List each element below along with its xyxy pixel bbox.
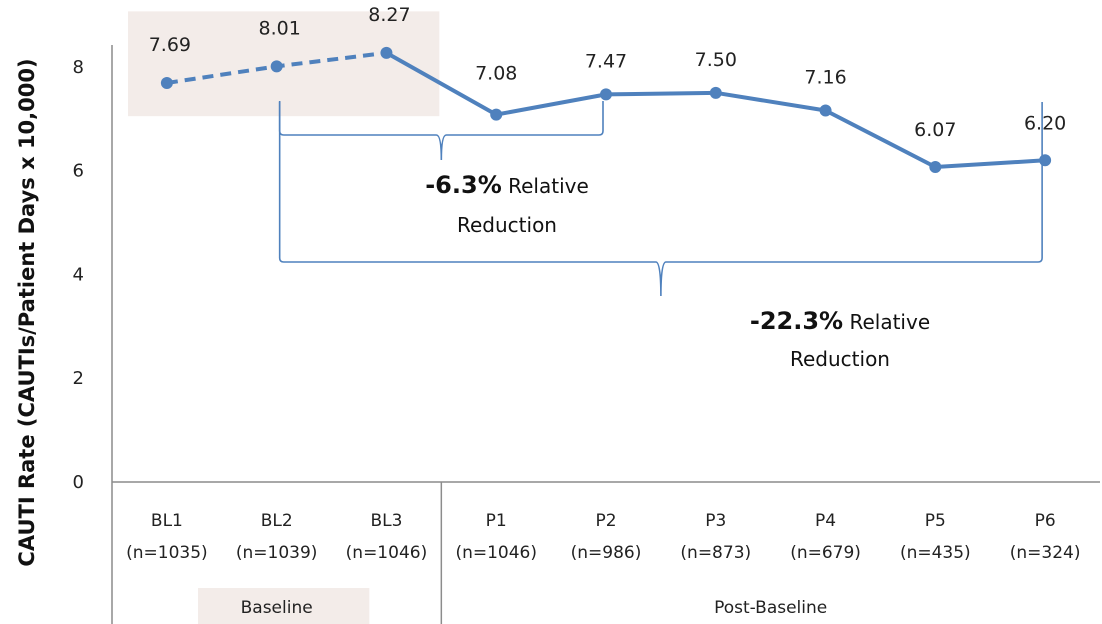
data-label: 7.69: [149, 34, 191, 56]
data-label: 8.01: [259, 17, 301, 39]
x-category-label: P6: [1035, 511, 1056, 531]
x-category-n-label: (n=435): [900, 543, 971, 563]
group-label: Baseline: [241, 598, 313, 618]
x-category-label: P2: [595, 511, 616, 531]
x-category-n-label: (n=1046): [346, 543, 428, 563]
x-category-label: BL3: [370, 511, 402, 531]
x-category-label: P4: [815, 511, 836, 531]
annotation-short-line2: Reduction: [457, 213, 557, 237]
data-label: 8.27: [368, 4, 410, 26]
data-label: 7.47: [585, 50, 627, 72]
y-tick-label: 6: [73, 161, 84, 182]
y-tick-label: 4: [73, 264, 84, 285]
baseline-shade-axis: [198, 588, 370, 624]
data-point: [929, 161, 942, 174]
data-point: [490, 108, 503, 121]
y-tick-label: 2: [73, 368, 84, 389]
x-category-n-label: (n=873): [680, 543, 751, 563]
x-category-n-label: (n=1035): [126, 543, 208, 563]
y-tick-label: 8: [73, 57, 84, 78]
bracket-long: [278, 102, 1043, 297]
data-point: [160, 76, 173, 89]
x-category-n-label: (n=1046): [455, 543, 537, 563]
x-category-n-label: (n=324): [1010, 543, 1081, 563]
annotation-short-line1: -6.3% Relative: [425, 171, 589, 199]
data-point: [600, 88, 612, 101]
bracket-short: [278, 101, 604, 161]
data-label: 7.50: [695, 49, 737, 71]
data-point: [819, 104, 832, 117]
data-label: 7.08: [475, 63, 517, 85]
data-label: 6.07: [914, 119, 956, 141]
data-point: [380, 46, 393, 59]
data-label: 7.16: [804, 66, 846, 88]
data-point: [270, 60, 283, 73]
x-category-label: P1: [486, 511, 507, 531]
x-category-n-label: (n=679): [790, 543, 861, 563]
group-label: Post-Baseline: [714, 598, 827, 618]
data-point: [709, 86, 722, 99]
x-category-label: P5: [925, 511, 946, 531]
x-category-n-label: (n=986): [571, 543, 642, 563]
data-label: 6.20: [1024, 112, 1066, 134]
x-category-label: BL1: [151, 511, 183, 531]
x-category-n-label: (n=1039): [236, 543, 318, 563]
annotation-long-line1: -22.3% Relative: [750, 307, 930, 335]
y-axis-label: CAUTI Rate (CAUTIs/Patient Days x 10,000…: [15, 58, 39, 566]
y-tick-label: 0: [73, 472, 84, 493]
x-category-label: BL2: [261, 511, 293, 531]
x-category-label: P3: [705, 511, 726, 531]
data-point: [1039, 154, 1052, 167]
annotation-long-line2: Reduction: [790, 347, 890, 371]
